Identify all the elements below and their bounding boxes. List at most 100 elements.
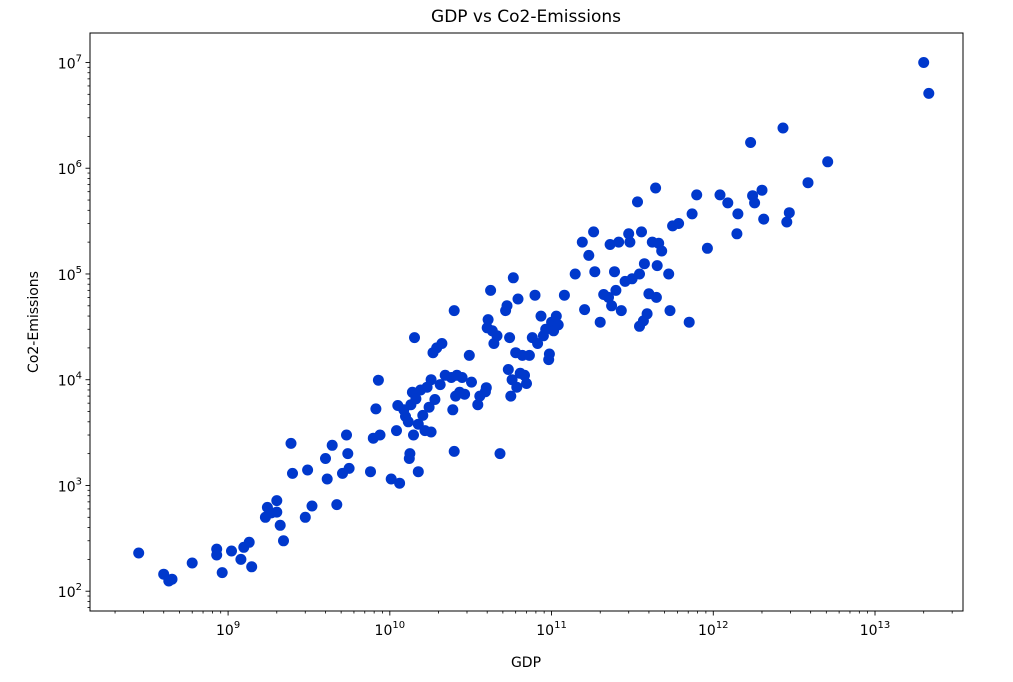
data-point: [425, 426, 437, 438]
x-tick-label: 1011: [536, 620, 567, 639]
data-point: [521, 378, 532, 389]
data-points: [133, 57, 935, 587]
data-point: [278, 535, 289, 547]
data-point: [331, 499, 343, 511]
y-tick-label: 103: [58, 476, 82, 495]
data-point: [634, 268, 645, 280]
data-point: [802, 177, 814, 189]
x-tick-label: 109: [216, 620, 240, 639]
data-point: [302, 464, 314, 476]
data-point: [491, 330, 503, 342]
data-point: [550, 310, 562, 322]
data-point: [372, 374, 384, 386]
plot-frame: [89, 32, 964, 612]
y-axis-label: Co2-Emissions: [26, 271, 42, 373]
data-point: [287, 467, 298, 479]
data-point: [918, 57, 930, 68]
data-point: [425, 374, 437, 386]
x-tick-label: 1012: [698, 620, 729, 639]
x-axis-label: GDP: [511, 655, 541, 671]
data-point: [691, 189, 703, 201]
y-tick-label: 104: [58, 371, 82, 390]
y-tick-label: 107: [58, 53, 82, 72]
data-point: [285, 437, 297, 449]
y-axis: 102 103 104 105 106 107: [58, 53, 90, 608]
data-point: [423, 401, 435, 413]
data-point: [732, 208, 744, 220]
data-point: [777, 122, 789, 134]
data-point: [342, 448, 354, 460]
data-point: [343, 462, 355, 474]
data-point: [274, 519, 286, 531]
data-point: [507, 272, 519, 284]
data-point: [686, 208, 698, 220]
data-point: [502, 364, 514, 375]
y-tick-label: 102: [58, 582, 82, 601]
data-point: [186, 557, 198, 569]
data-point: [410, 393, 422, 405]
data-point: [505, 390, 517, 402]
data-point: [606, 300, 618, 312]
data-point: [664, 305, 676, 317]
data-point: [448, 445, 460, 457]
data-point: [463, 349, 475, 361]
data-point: [552, 319, 564, 331]
data-point: [529, 289, 541, 301]
data-point: [166, 573, 178, 585]
data-point: [615, 305, 627, 317]
data-point: [504, 332, 516, 344]
data-point: [447, 404, 459, 416]
data-point: [650, 182, 662, 194]
data-point: [610, 284, 622, 296]
data-point: [133, 547, 145, 559]
data-point: [701, 242, 713, 254]
data-point: [588, 226, 600, 238]
data-point: [583, 249, 595, 261]
y-tick-label: 105: [58, 265, 82, 284]
data-point: [576, 236, 588, 248]
data-point: [604, 239, 616, 250]
x-axis: 109 1010 1011 1012 1013: [114, 611, 953, 639]
data-point: [394, 477, 406, 489]
data-point: [429, 394, 441, 405]
y-tick-label: 106: [58, 159, 82, 178]
data-point: [409, 332, 420, 344]
data-point: [609, 266, 620, 278]
data-point: [714, 189, 726, 201]
data-point: [216, 567, 228, 579]
data-point: [402, 416, 414, 428]
chart-title: GDP vs Co2-Emissions: [431, 7, 621, 27]
data-point: [532, 338, 544, 349]
data-point: [822, 156, 834, 168]
data-point: [923, 87, 935, 99]
data-point: [501, 300, 513, 312]
data-point: [656, 245, 668, 257]
data-point: [404, 448, 416, 460]
data-point: [448, 305, 460, 317]
data-point: [391, 425, 402, 437]
data-point: [579, 304, 591, 316]
data-point: [758, 213, 770, 225]
data-point: [613, 236, 625, 248]
data-point: [246, 561, 258, 573]
data-point: [365, 466, 376, 478]
data-point: [472, 399, 484, 411]
data-point: [306, 500, 318, 512]
data-point: [636, 226, 647, 238]
data-point: [663, 268, 675, 280]
x-tick-label: 1013: [860, 620, 891, 639]
data-point: [558, 289, 570, 301]
data-point: [385, 473, 397, 485]
data-point: [417, 409, 429, 421]
data-point: [480, 382, 492, 394]
data-point: [569, 268, 581, 280]
data-point: [485, 284, 497, 296]
data-point: [731, 228, 743, 240]
data-point: [519, 369, 530, 381]
data-point: [370, 403, 382, 415]
data-point: [211, 549, 223, 561]
data-point: [271, 506, 283, 518]
data-point: [271, 495, 283, 507]
data-point: [641, 308, 653, 320]
